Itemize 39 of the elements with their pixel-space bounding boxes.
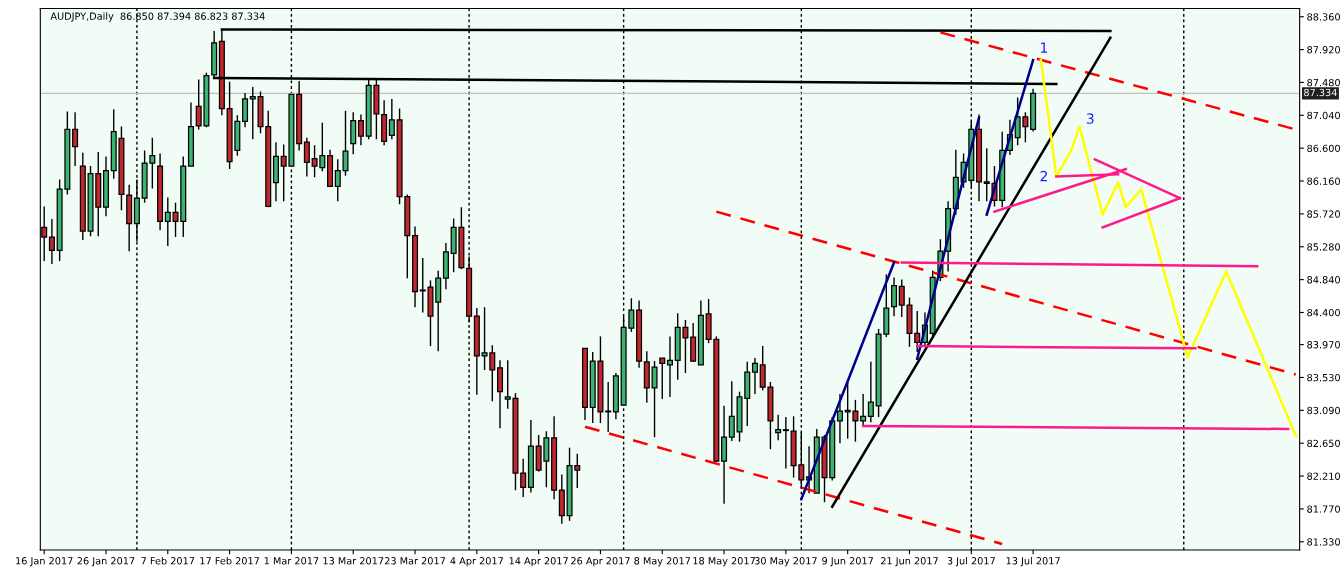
- y-tick-label: 87.920: [1307, 46, 1340, 54]
- chart-title: AUDJPY,Daily 86.850 87.394 86.823 87.334: [50, 12, 265, 22]
- x-tick-label: 14 Apr 2017: [509, 557, 568, 567]
- y-tick-label: 87.480: [1307, 78, 1340, 87]
- x-tick-label: 8 May 2017: [634, 557, 691, 567]
- x-tick-label: 9 Jun 2017: [822, 557, 873, 567]
- x-tick-label: 26 Apr 2017: [571, 557, 630, 567]
- x-tick-label: 26 Jan 2017: [77, 557, 135, 567]
- x-tick-label: 23 Mar 2017: [384, 557, 446, 565]
- x-tick-label: 13 Mar 2017: [323, 557, 384, 565]
- y-tick-label: 86.600: [1307, 144, 1340, 152]
- y-tick-label: 85.280: [1307, 243, 1340, 251]
- x-tick-label: 13 Jul 2017: [1006, 556, 1060, 567]
- y-tick-label: 84.840: [1307, 276, 1340, 284]
- y-tick-label: 81.770: [1307, 505, 1340, 513]
- annotation: 2: [1040, 170, 1047, 182]
- x-tick-label: 3 Jul 2017: [947, 556, 995, 567]
- y-tick-label: 82.650: [1307, 439, 1340, 448]
- y-tick-label: 83.530: [1307, 373, 1340, 382]
- x-tick-label: 18 May 2017: [693, 557, 755, 567]
- annotation: 1: [1041, 42, 1048, 53]
- annotation: 3: [1086, 113, 1094, 124]
- x-tick-label: 4 Apr 2017: [450, 557, 503, 567]
- y-tick-label: 85.720: [1307, 210, 1340, 218]
- y-tick-label: 88.360: [1307, 13, 1340, 21]
- y-tick-label: 83.970: [1307, 341, 1340, 349]
- y-tick-label: 82.210: [1307, 472, 1340, 480]
- x-tick-label: 30 May 2017: [754, 557, 817, 567]
- x-tick-label: 17 Feb 2017: [200, 556, 260, 565]
- x-tick-label: 21 Jun 2017: [880, 557, 938, 567]
- ref-line-label: 87.334: [1304, 88, 1337, 97]
- y-tick-label: 84.400: [1307, 308, 1340, 317]
- y-tick-label: 81.330: [1307, 538, 1340, 546]
- y-tick-label: 83.090: [1307, 406, 1340, 415]
- y-tick-label: 86.160: [1307, 177, 1340, 185]
- y-tick-label: 87.040: [1307, 111, 1340, 120]
- x-tick-label: 7 Feb 2017: [141, 556, 195, 565]
- x-tick-label: 1 Mar 2017: [264, 557, 319, 565]
- x-tick-label: 16 Jan 2017: [16, 557, 73, 567]
